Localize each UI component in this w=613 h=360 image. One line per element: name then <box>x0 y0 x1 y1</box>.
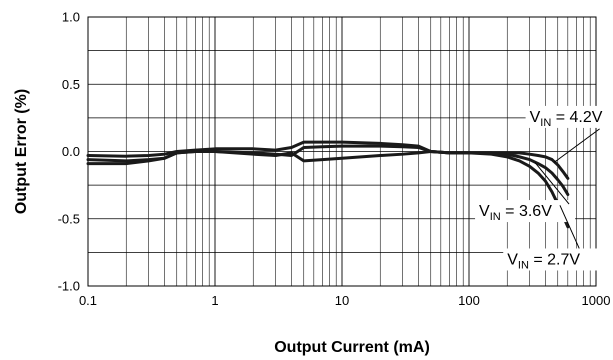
x-axis-title: Output Current (mA) <box>274 339 430 356</box>
y-tick-label: 0.5 <box>62 77 80 92</box>
x-tick-label: 1 <box>211 293 218 308</box>
y-tick-label: -1.0 <box>58 279 80 294</box>
annotation-background <box>503 248 604 271</box>
x-tick-label: 0.1 <box>79 293 97 308</box>
annotations: VIN = 4.2V VIN = 3.6V VIN = 2.7V <box>475 105 613 271</box>
x-tick-label: 10 <box>335 293 349 308</box>
y-axis-title: Output Error (%) <box>13 89 30 214</box>
x-tick-label: 100 <box>458 293 480 308</box>
series-layer <box>86 140 570 229</box>
annotation-leader <box>554 128 600 163</box>
y-tick-label: -0.5 <box>58 211 80 226</box>
annotation-leader <box>534 161 570 205</box>
annotation-background <box>525 105 613 128</box>
tick-labels: 0.1 1 10 100 1000 1.0 0.5 0.0 -0.5 -1.0 <box>58 10 611 309</box>
y-tick-label: 1.0 <box>62 10 80 25</box>
y-tick-label: 0.0 <box>62 144 80 159</box>
annotation-label: VIN = 2.7V <box>507 251 580 271</box>
annotation-label: VIN = 4.2V <box>530 109 603 129</box>
series-line <box>86 150 570 229</box>
x-tick-label: 1000 <box>582 293 611 308</box>
annotation-label: VIN = 3.6V <box>479 203 552 223</box>
plot-frame <box>87 16 597 287</box>
annotation-background <box>475 200 576 223</box>
annotation-leader <box>559 205 580 249</box>
